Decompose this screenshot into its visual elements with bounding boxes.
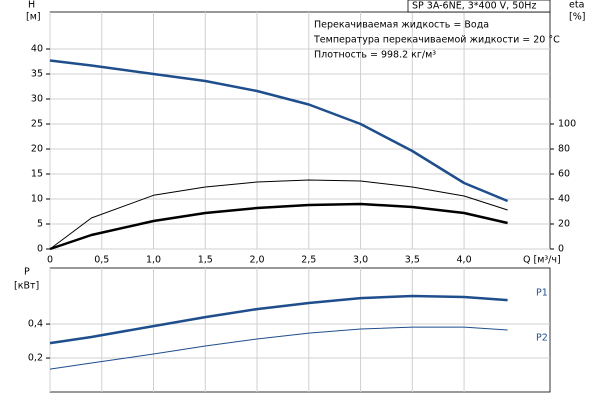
y-tick-label: 25 <box>31 119 43 130</box>
x-axis-label: Q [м³/ч] <box>523 255 561 266</box>
curve <box>49 202 508 251</box>
series-label: P2 <box>536 333 548 344</box>
plot-frame <box>49 11 551 250</box>
annotation: Перекачиваемая жидкость = Вода <box>314 20 489 31</box>
y-axis-unit: [кВт] <box>14 281 39 292</box>
y-tick-label: 5 <box>37 219 43 230</box>
y-tick-label: 0 <box>37 244 43 255</box>
y2-axis-unit: [%] <box>569 12 585 23</box>
y-tick-label: 20 <box>31 144 43 155</box>
x-tick-label: 1,5 <box>198 255 213 266</box>
series-label: P1 <box>536 288 548 299</box>
curve <box>49 294 508 345</box>
curve <box>49 326 508 370</box>
y-axis-label: H <box>28 0 35 11</box>
y-tick-label: 35 <box>31 69 43 80</box>
y-tick-label: 0,2 <box>28 353 43 364</box>
y2-tick-label: 0 <box>558 244 564 255</box>
x-tick-label: 4,0 <box>457 255 472 266</box>
y2-tick-label: 60 <box>558 169 570 180</box>
curve <box>49 59 509 203</box>
y-tick-label: 15 <box>31 169 43 180</box>
x-tick-label: 2,5 <box>301 255 316 266</box>
x-tick-label: 2,0 <box>249 255 264 266</box>
y2-axis-label: eta <box>569 0 584 11</box>
y-axis-unit: [м] <box>26 12 41 23</box>
annotation: Плотность = 998.2 кг/м³ <box>314 50 436 61</box>
y-axis-label: P <box>24 267 30 278</box>
title-box <box>407 0 551 13</box>
y2-tick-label: 40 <box>558 194 570 205</box>
y2-tick-label: 80 <box>558 144 570 155</box>
x-tick-label: 0,5 <box>94 255 109 266</box>
y-tick-label: 40 <box>31 44 43 55</box>
x-tick-label: 1,0 <box>146 255 161 266</box>
y2-tick-label: 20 <box>558 219 570 230</box>
x-tick-label: 3,5 <box>405 255 420 266</box>
curve <box>49 179 508 250</box>
chart-title: SP 3A-6NE, 3*400 V, 50Hz <box>412 1 536 12</box>
y-tick-label: 0,4 <box>28 319 43 330</box>
y2-tick-label: 100 <box>558 119 576 130</box>
x-tick-label: 3,0 <box>353 255 368 266</box>
y-tick-label: 10 <box>31 194 43 205</box>
y-tick-label: 30 <box>31 94 43 105</box>
annotation: Температура перекачиваемой жидкости = 20… <box>313 35 560 46</box>
x-tick-label: 0 <box>47 255 53 266</box>
